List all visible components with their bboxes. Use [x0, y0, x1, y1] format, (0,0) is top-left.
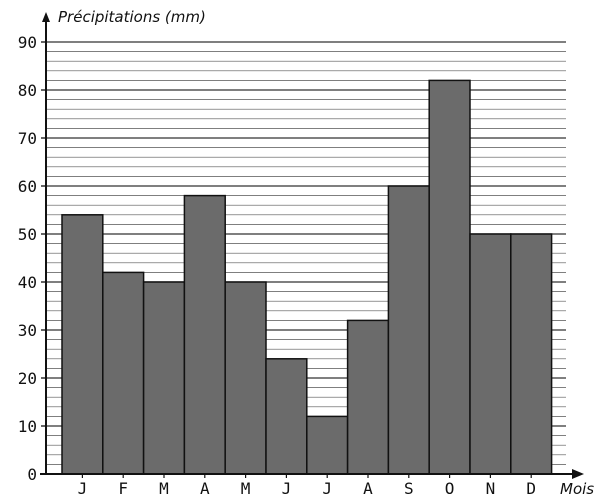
axes	[40, 12, 584, 479]
y-tick-label: 20	[18, 369, 37, 388]
x-axis-arrow-icon	[572, 469, 584, 479]
x-tick-label: N	[486, 479, 496, 498]
x-tick-label: S	[404, 479, 414, 498]
y-ticks: 0 10 20 30 40 50 60 70 80 90	[18, 33, 46, 484]
x-tick-label: A	[200, 479, 210, 498]
bar-j-6	[265, 358, 308, 475]
x-tick-label: J	[322, 479, 332, 498]
bar-m-3	[142, 281, 186, 475]
y-tick-label: 50	[18, 225, 37, 244]
bar-a-4	[183, 194, 226, 475]
bar-d-12	[510, 233, 553, 475]
bars	[61, 79, 553, 475]
bar-j-7	[306, 415, 349, 475]
bar-a-8	[346, 319, 390, 475]
bar-s-9	[387, 185, 430, 475]
x-tick-label: J	[78, 479, 88, 498]
bar-m-5	[224, 281, 267, 475]
y-axis-label: Précipitations (mm)	[58, 8, 206, 26]
y-tick-label: 90	[18, 33, 37, 52]
y-tick-label: 30	[18, 321, 37, 340]
bar-j-1	[61, 214, 104, 475]
x-tick-label: M	[241, 479, 251, 498]
x-tick-label: J	[282, 479, 292, 498]
bar-n-11	[469, 233, 512, 475]
y-tick-label: 60	[18, 177, 37, 196]
x-tick-label: O	[445, 479, 455, 498]
y-tick-label: 80	[18, 81, 37, 100]
y-tick-label: 40	[18, 273, 37, 292]
x-axis-label: Mois	[560, 480, 594, 498]
y-tick-label: 0	[27, 465, 37, 484]
x-tick-label: M	[159, 479, 169, 498]
y-tick-label: 70	[18, 129, 37, 148]
x-tick-label: A	[363, 479, 373, 498]
x-tick-label: F	[118, 479, 128, 498]
x-tick-label: D	[526, 479, 536, 498]
bar-f-2	[102, 271, 145, 475]
y-tick-label: 10	[18, 417, 37, 436]
y-axis-arrow-icon	[42, 12, 50, 22]
bar-o-10	[428, 79, 471, 475]
